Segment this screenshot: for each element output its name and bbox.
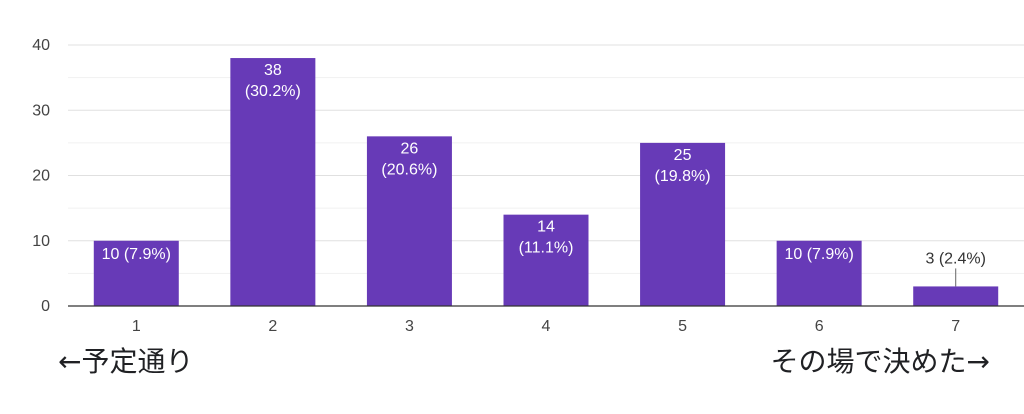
data-label-value: 25	[674, 147, 692, 164]
data-label-value: 26	[401, 140, 419, 157]
data-label-value: 14	[537, 219, 555, 236]
data-label-percent: (30.2%)	[245, 83, 301, 100]
y-tick-label: 0	[41, 298, 50, 315]
x-tick-label: 1	[132, 318, 141, 335]
bar-2	[230, 58, 316, 306]
scale-left-label: ←予定通り	[58, 345, 194, 378]
x-tick-label: 7	[951, 318, 960, 335]
y-tick-label: 30	[32, 102, 50, 119]
bar-6	[776, 240, 862, 306]
x-tick-label: 6	[815, 318, 824, 335]
x-tick-label: 4	[542, 318, 551, 335]
bar-7	[913, 286, 999, 306]
data-label: 3 (2.4%)	[925, 250, 985, 267]
bar-5	[640, 142, 726, 306]
data-label-percent: (19.8%)	[655, 168, 711, 185]
data-label: 10 (7.9%)	[102, 246, 171, 263]
x-tick-label: 2	[268, 318, 277, 335]
y-tick-label: 10	[32, 233, 50, 250]
x-tick-label: 3	[405, 318, 414, 335]
y-tick-label: 40	[32, 37, 50, 54]
data-label-percent: (20.6%)	[381, 161, 437, 178]
data-label: 10 (7.9%)	[784, 246, 853, 263]
data-label-value: 38	[264, 62, 282, 79]
data-label-percent: (11.1%)	[519, 240, 574, 257]
bar-4	[503, 214, 589, 306]
bar-3	[366, 136, 452, 306]
bar-1	[93, 240, 179, 306]
scale-right-label: その場で決めた→	[770, 345, 990, 378]
y-tick-label: 20	[32, 168, 50, 185]
x-tick-label: 5	[678, 318, 687, 335]
